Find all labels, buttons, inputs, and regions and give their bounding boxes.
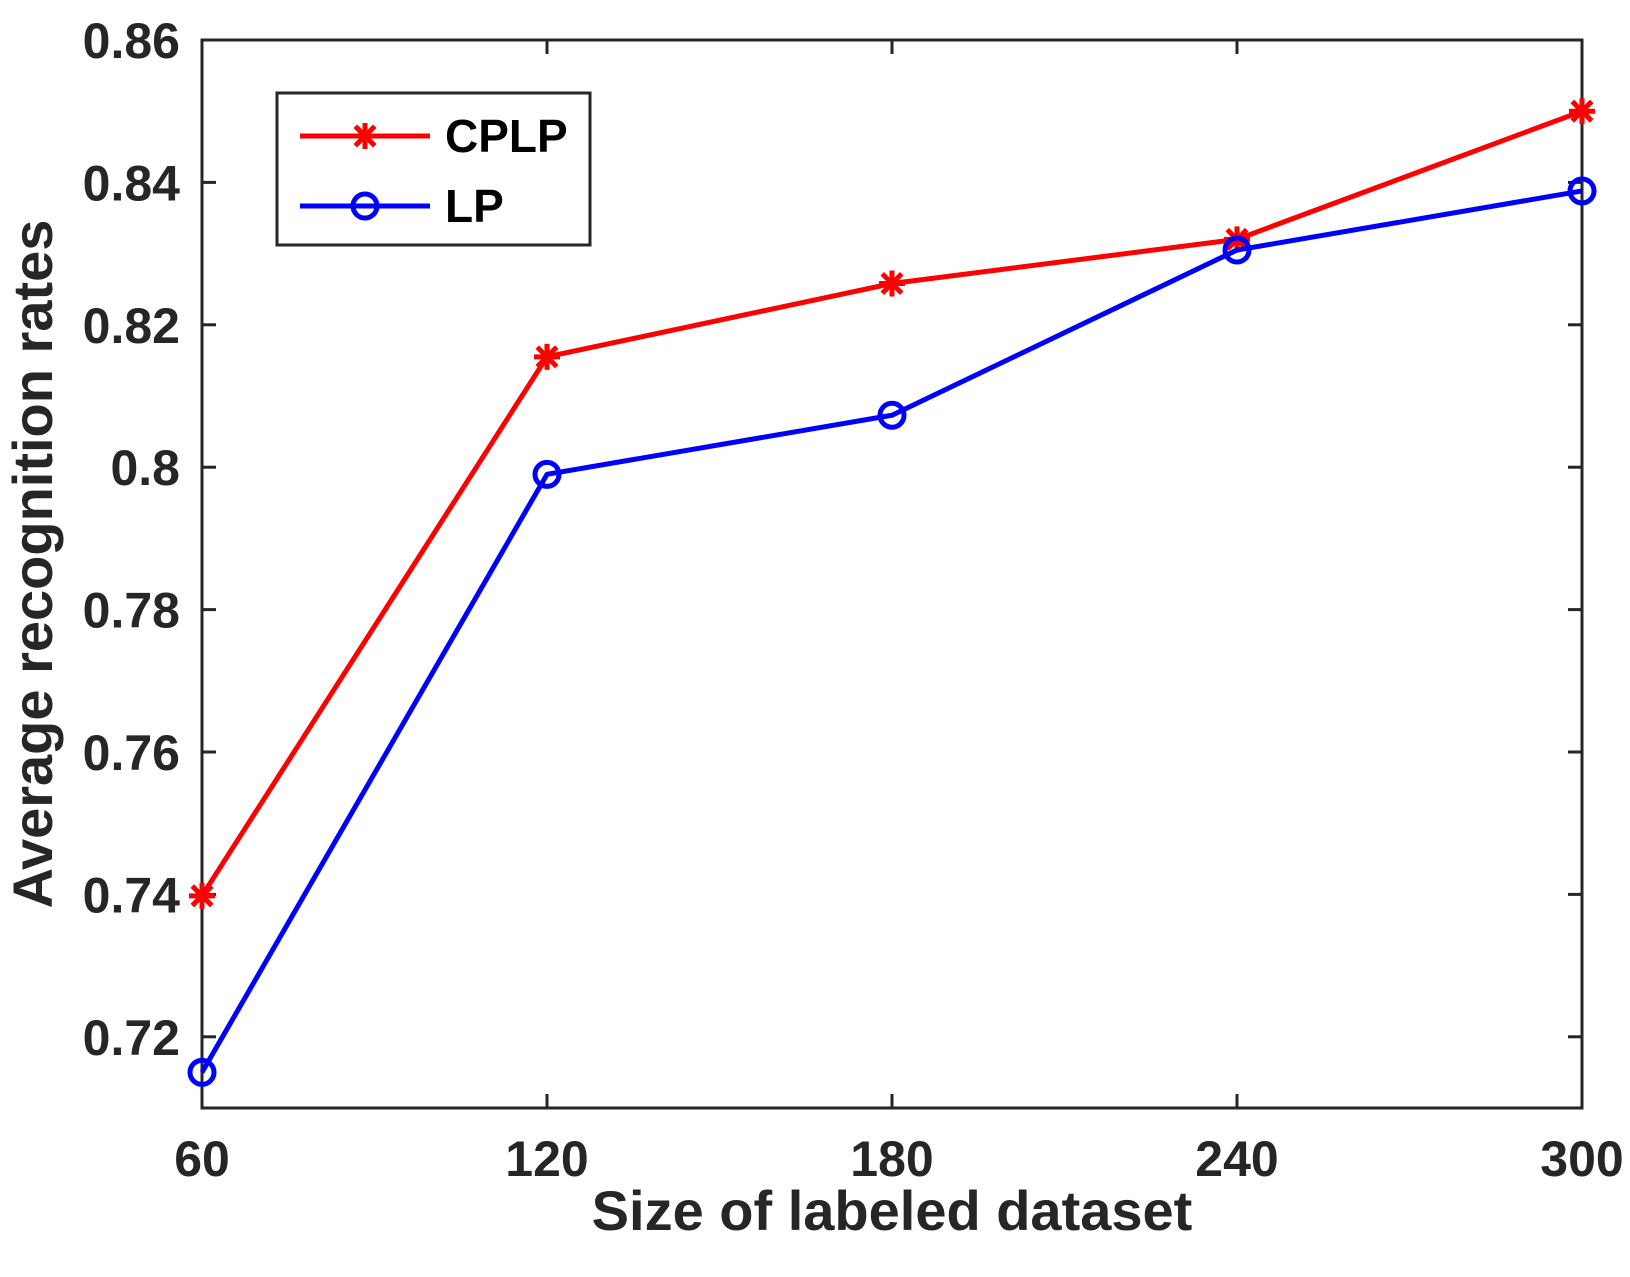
x-axis-label: Size of labeled dataset [592, 1179, 1193, 1242]
data-point-cplp [189, 882, 215, 909]
legend-label-lp: LP [445, 180, 504, 232]
data-point-lp [532, 459, 562, 489]
data-point-cplp-stroke [535, 345, 559, 369]
data-point-lp [187, 1057, 217, 1087]
series-layer [187, 98, 1597, 1087]
data-point-lp [877, 400, 907, 430]
legend-item-lp: LP [300, 180, 504, 232]
y-tick-label: 0.86 [83, 13, 180, 69]
series-lp [187, 176, 1597, 1087]
data-point-cplp [1569, 98, 1595, 125]
y-axis-label: Average recognition rates [1, 220, 64, 909]
y-tick-label: 0.84 [83, 155, 181, 211]
x-tick-label: 240 [1195, 1131, 1278, 1187]
series-cplp [189, 98, 1595, 909]
data-point-cplp-stroke [880, 271, 904, 296]
x-tick-label: 180 [850, 1131, 933, 1187]
data-point-cplp-stroke [1570, 99, 1594, 123]
y-tick-label: 0.76 [83, 725, 180, 781]
data-point-lp [1567, 176, 1597, 206]
axes: 0.72 0.74 0.76 0.78 0.8 0.82 0.84 0.86 60 120 180 2… [83, 13, 1624, 1187]
y-tick-label: 0.72 [83, 1010, 180, 1066]
series-line-lp [199, 188, 1583, 1074]
x-tick-label: 60 [174, 1131, 230, 1187]
data-point-cplp-stroke [190, 884, 214, 908]
x-tick-label: 300 [1540, 1131, 1623, 1187]
y-tick-label: 0.8 [110, 440, 180, 496]
legend: CPLP LP [275, 91, 592, 247]
y-tick-label: 0.82 [83, 298, 180, 354]
x-tick-label: 120 [505, 1131, 588, 1187]
legend-box [275, 91, 592, 247]
data-point-lp [1222, 235, 1252, 265]
legend-item-cplp: CPLP [300, 110, 568, 162]
legend-marker-cplp-stroke [353, 124, 377, 148]
data-point-cplp [534, 343, 560, 370]
y-tick-label: 0.78 [83, 583, 180, 639]
data-point-cplp [879, 270, 905, 297]
legend-marker-cplp [352, 123, 378, 149]
legend-marker-lp [350, 191, 380, 221]
legend-label-cplp: CPLP [445, 110, 568, 162]
y-tick-label: 0.74 [83, 867, 181, 923]
